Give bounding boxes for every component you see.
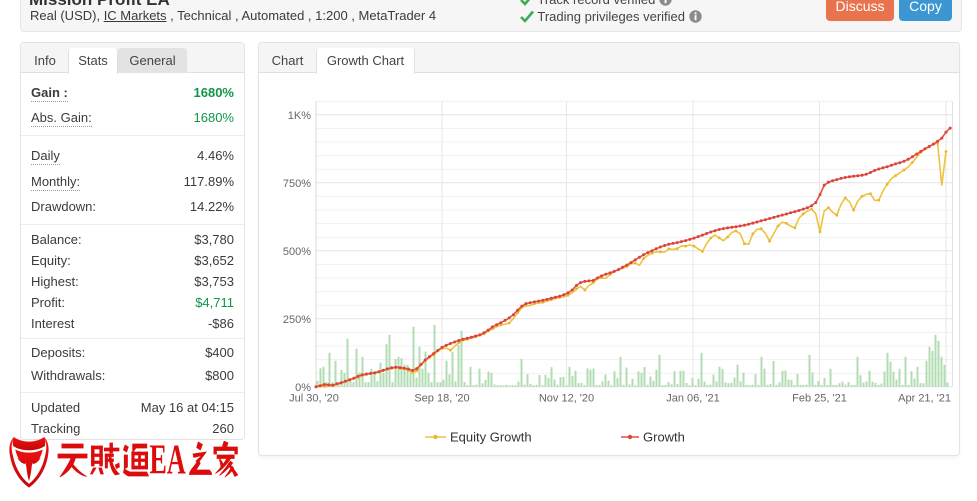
svg-text:1K%: 1K% (288, 110, 311, 122)
svg-text:Feb 25, '21: Feb 25, '21 (792, 393, 847, 405)
svg-text:500%: 500% (283, 246, 311, 258)
svg-text:Growth: Growth (643, 430, 685, 445)
svg-text:250%: 250% (283, 314, 311, 326)
svg-text:Apr 21, '21: Apr 21, '21 (898, 393, 951, 405)
svg-text:Equity Growth: Equity Growth (450, 430, 532, 445)
svg-text:Jan 06, '21: Jan 06, '21 (666, 393, 719, 405)
svg-text:0%: 0% (295, 382, 311, 394)
svg-text:750%: 750% (283, 178, 311, 190)
svg-text:Sep 18, '20: Sep 18, '20 (414, 393, 469, 405)
svg-text:Jul 30, '20: Jul 30, '20 (289, 393, 339, 405)
svg-text:EA: EA (150, 441, 186, 479)
svg-text:Nov 12, '20: Nov 12, '20 (539, 393, 594, 405)
